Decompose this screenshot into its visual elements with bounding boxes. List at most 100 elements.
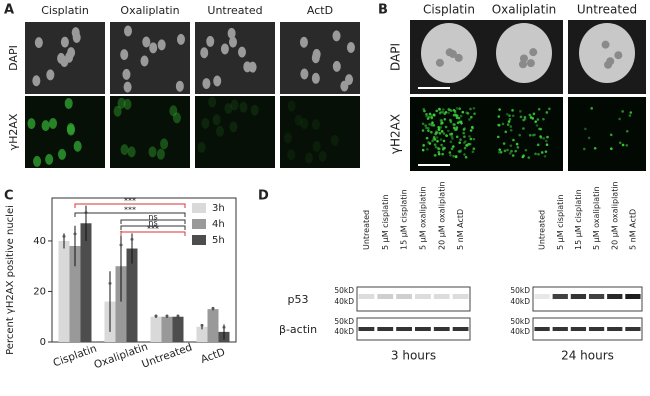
significance-label: *** <box>124 197 136 206</box>
band <box>552 327 568 331</box>
focus <box>438 108 441 111</box>
focus <box>544 150 548 153</box>
nucleolus <box>435 58 444 67</box>
focus <box>436 131 439 134</box>
focus <box>498 148 502 151</box>
nucleus <box>220 43 229 55</box>
focus <box>466 112 470 115</box>
focus <box>455 135 459 139</box>
focus <box>522 127 525 130</box>
focus <box>545 143 549 146</box>
focus <box>433 153 437 157</box>
nucleus <box>299 36 308 48</box>
focus <box>432 113 436 117</box>
focus <box>451 137 454 140</box>
focus <box>462 128 466 131</box>
bar <box>58 240 70 342</box>
blot <box>532 286 643 312</box>
focus <box>452 154 455 158</box>
nucleolus <box>529 48 538 57</box>
focus <box>437 128 441 131</box>
legend-label: 5h <box>212 235 225 246</box>
focus <box>625 144 629 147</box>
lane-label: 20 µM oxaliplatin <box>437 181 446 250</box>
band <box>607 327 623 331</box>
focus <box>429 130 433 134</box>
nucleus <box>200 47 209 59</box>
focus <box>464 140 467 143</box>
focus <box>497 151 501 154</box>
lane-label: 15 µM cisplatin <box>400 189 409 250</box>
panel-label: A <box>4 3 14 18</box>
focus <box>508 114 511 117</box>
focus <box>512 138 515 142</box>
lane-label: Untreated <box>362 210 371 250</box>
row-label: γH2AX <box>7 113 20 150</box>
focus <box>463 153 466 156</box>
band <box>552 294 568 299</box>
row-label: DAPI <box>7 45 20 71</box>
significance-bracket <box>120 225 186 230</box>
band <box>377 294 394 299</box>
focus <box>535 124 539 127</box>
panel-label: D <box>258 189 269 204</box>
focus <box>508 118 512 121</box>
point <box>73 232 77 236</box>
focus <box>539 127 543 131</box>
focus <box>443 146 446 150</box>
nucleolus <box>601 40 610 49</box>
focus <box>536 143 540 147</box>
focus <box>437 152 441 156</box>
focus <box>537 152 540 156</box>
legend-swatch <box>192 235 206 245</box>
focus <box>499 150 503 154</box>
significance-label: *** <box>147 225 159 234</box>
focus <box>441 152 444 156</box>
focus <box>506 123 510 126</box>
focus <box>431 121 434 125</box>
nucleus <box>157 39 166 51</box>
nucleus <box>34 37 43 49</box>
band <box>358 327 375 331</box>
nucleus <box>57 52 66 64</box>
nucleus <box>148 146 157 158</box>
nucleus <box>332 30 341 42</box>
focus <box>440 121 444 125</box>
nucleus <box>49 117 58 129</box>
focus <box>458 107 461 111</box>
focus <box>509 128 513 132</box>
focus <box>590 107 593 110</box>
focus <box>468 118 471 121</box>
nucleus <box>156 148 165 160</box>
focus <box>527 156 531 159</box>
focus <box>443 117 447 121</box>
focus <box>543 154 547 158</box>
nucleus <box>311 72 320 84</box>
lane-label: 5 µM cisplatin <box>556 194 565 250</box>
focus <box>442 132 446 135</box>
legend-label: 4h <box>212 219 225 230</box>
focus <box>544 139 548 143</box>
lane-label: 5 nM ActD <box>456 209 465 250</box>
focus <box>609 147 613 151</box>
point <box>200 323 204 327</box>
focus <box>437 126 440 129</box>
focus <box>459 114 463 118</box>
band <box>415 294 431 299</box>
focus <box>471 126 474 130</box>
nucleus <box>66 124 75 136</box>
focus <box>447 108 451 111</box>
nucleus <box>60 36 69 48</box>
focus <box>469 107 472 111</box>
nucleus <box>311 119 320 131</box>
focus <box>433 138 437 141</box>
bar <box>196 326 208 342</box>
nucleolus <box>448 49 457 58</box>
micrograph <box>485 97 563 171</box>
nucleus <box>229 36 238 48</box>
focus <box>427 141 430 144</box>
focus <box>457 116 461 120</box>
nucleus <box>27 118 36 130</box>
focus <box>458 141 462 144</box>
